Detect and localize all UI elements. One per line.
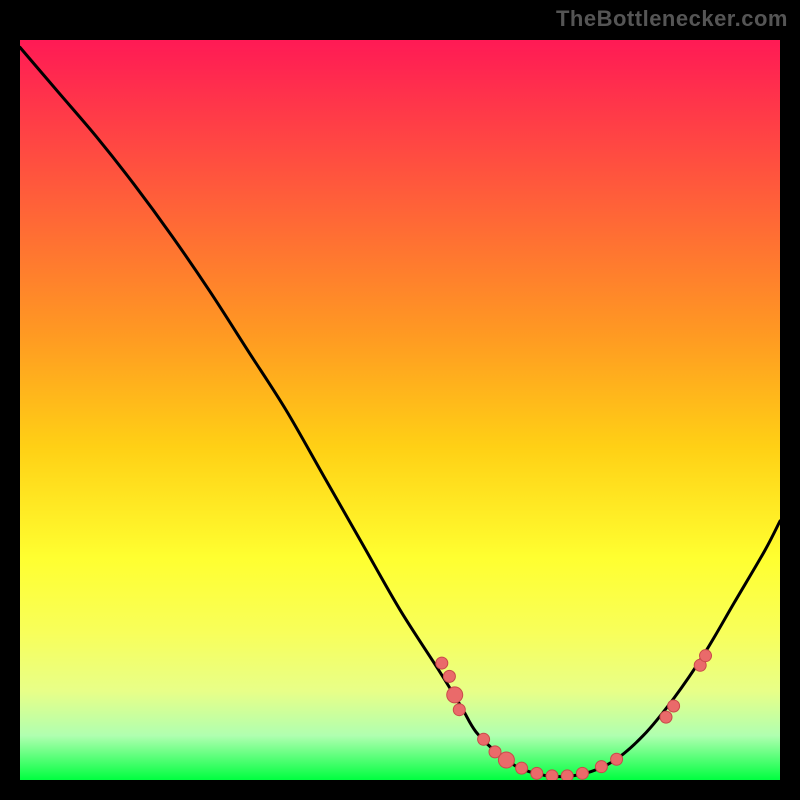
curve-marker [516,762,528,774]
curve-marker [700,650,712,662]
curve-marker [668,700,680,712]
curve-marker [478,733,490,745]
plot-area [20,40,780,780]
curve-marker [531,767,543,779]
curve-marker [453,704,465,716]
curve-marker [447,687,463,703]
curve-marker [498,752,514,768]
chart-svg [20,40,780,780]
curve-marker [611,753,623,765]
curve-marker [576,767,588,779]
curve-marker [595,761,607,773]
watermark-text: TheBottlenecker.com [556,6,788,32]
gradient-background [20,40,780,780]
curve-marker [660,711,672,723]
curve-marker [546,770,558,780]
chart-stage: TheBottlenecker.com [0,0,800,800]
curve-marker [443,670,455,682]
curve-marker [561,770,573,780]
curve-marker [436,657,448,669]
